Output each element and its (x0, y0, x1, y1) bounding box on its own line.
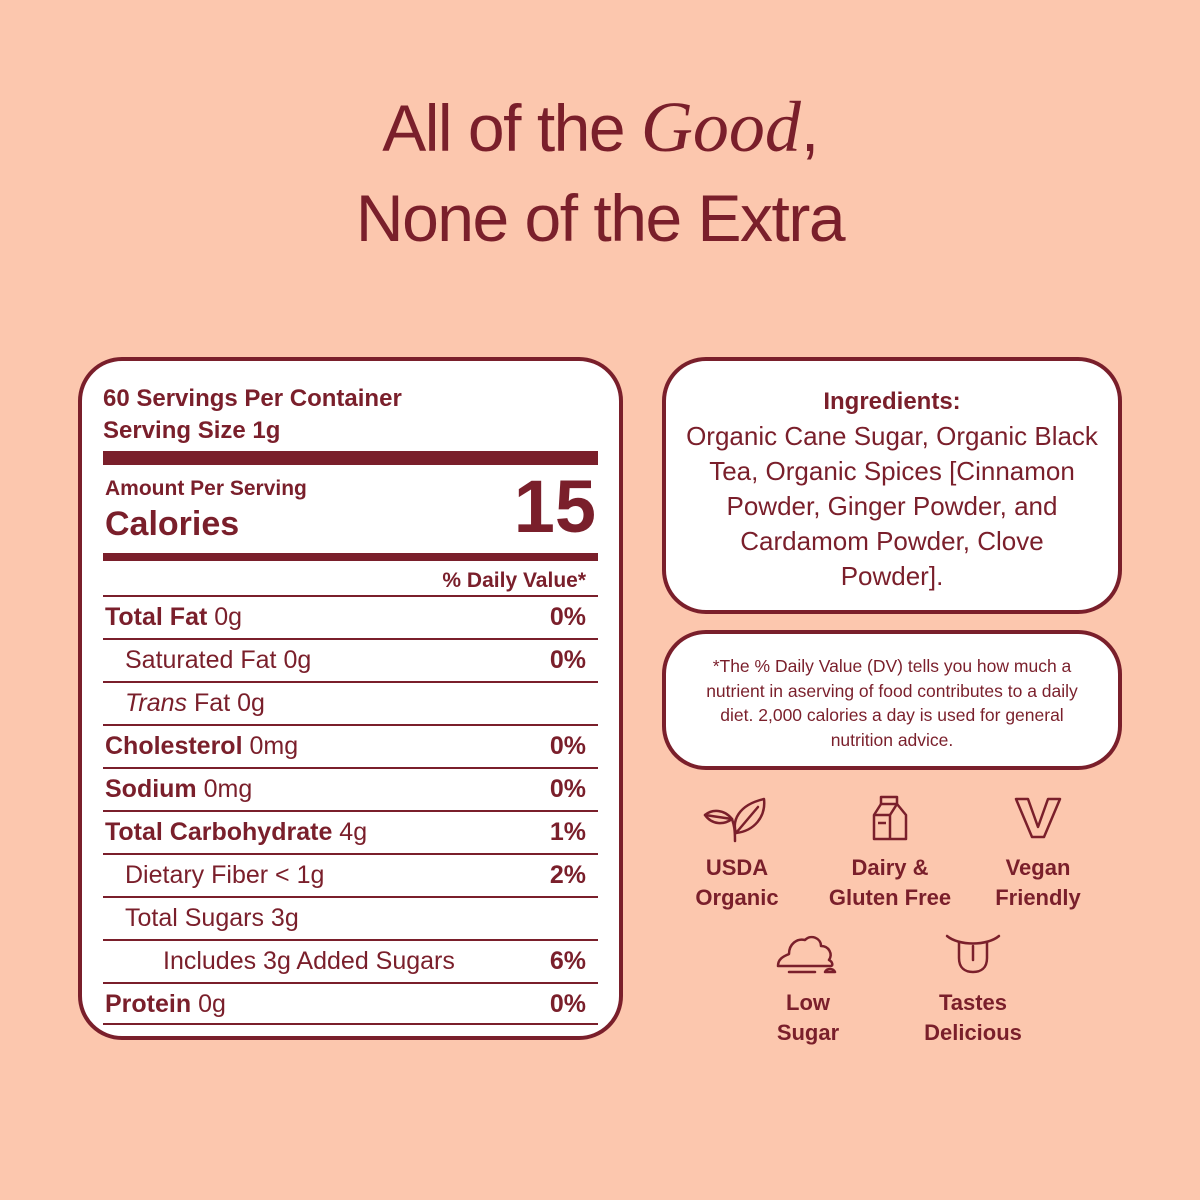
badge-line-2: Organic (695, 885, 779, 910)
badge-tastes-delicious: Tastes Delicious (893, 930, 1053, 1048)
nutrient-row-sodium: Sodium 0mg 0% (103, 767, 598, 810)
vegan-v-icon (1014, 797, 1062, 839)
calories-value: 15 (513, 465, 596, 548)
nutrient-row-total-fat: Total Fat 0g 0% (103, 595, 598, 638)
nutrient-name: Trans (125, 689, 188, 717)
nutrient-percent: 6% (549, 947, 586, 975)
badge-low-sugar: Low Sugar (728, 930, 888, 1048)
nutrition-facts-panel: 60 Servings Per Container Serving Size 1… (78, 357, 623, 1040)
nutrient-row-protein: Protein 0g 0% (103, 982, 598, 1025)
nutrient-name: Protein (105, 990, 192, 1018)
nutrient-name: Dietary Fiber (125, 861, 269, 889)
badge-line-1: USDA (705, 855, 769, 880)
badge-usda-organic: USDA Organic (657, 795, 817, 913)
nutrient-row-trans-fat: Trans Fat 0g (103, 681, 598, 724)
nutrient-name: Total Sugars (125, 904, 264, 932)
badge-line-1: Dairy & (851, 855, 929, 880)
badge-line-1: Low (786, 990, 830, 1015)
ingredients-text: Organic Cane Sugar, Organic Black Tea, O… (686, 421, 1098, 591)
badge-vegan-friendly: Vegan Friendly (958, 795, 1118, 913)
calories-label: Calories (105, 505, 240, 543)
nutrient-percent: 2% (549, 861, 586, 889)
nutrient-row-cholesterol: Cholesterol 0mg 0% (103, 724, 598, 767)
nutrient-percent: 0% (549, 646, 586, 674)
badge-line-2: Delicious (924, 1020, 1022, 1045)
amount-per-serving-label: Amount Per Serving (105, 477, 307, 500)
milk-carton-icon (872, 795, 908, 841)
thick-divider (103, 451, 598, 465)
badge-line-1: Tastes (938, 990, 1008, 1015)
serving-size: Serving Size 1g (103, 417, 281, 444)
nutrient-row-added-sugars: Includes 3g Added Sugars 6% (103, 939, 598, 982)
nutrient-percent: 0% (549, 775, 586, 803)
headline-line-1: All of the Good, (0, 82, 1200, 173)
nutrient-name: Saturated Fat (125, 646, 277, 674)
nutrient-amount: 3g (270, 904, 299, 932)
nutrient-row-total-carbohydrate: Total Carbohydrate 4g 1% (103, 810, 598, 853)
badge-line-1: Vegan (1005, 855, 1071, 880)
headline-prefix: All of the (382, 91, 641, 165)
nutrient-percent: 0% (549, 990, 586, 1018)
nutrient-amount: Fat 0g (194, 689, 265, 717)
nutrient-name: Total Carbohydrate (105, 818, 333, 846)
nutrient-amount: 4g (339, 818, 368, 846)
daily-value-header: % Daily Value* (442, 569, 586, 592)
nutrient-name: Cholesterol (105, 732, 243, 760)
badge-line-2: Friendly (995, 885, 1081, 910)
calories-row: Amount Per Serving Calories 15 (103, 467, 598, 551)
badge-line-2: Sugar (776, 1020, 840, 1045)
nutrient-row-dietary-fiber: Dietary Fiber < 1g 2% (103, 853, 598, 896)
nutrient-amount: < 1g (275, 861, 325, 889)
headline: All of the Good, None of the Extra (0, 82, 1200, 263)
nutrient-row-saturated-fat: Saturated Fat 0g 0% (103, 638, 598, 681)
badge-dairy-gluten-free: Dairy & Gluten Free (810, 795, 970, 913)
leaf-icon (703, 797, 766, 843)
tongue-icon (945, 934, 1001, 974)
nutrient-amount: 0g (198, 990, 226, 1018)
badge-line-2: Gluten Free (828, 885, 952, 910)
headline-emphasis: Good (640, 87, 801, 167)
nutrient-name: Includes 3g Added Sugars (163, 947, 455, 975)
nutrient-row-total-sugars: Total Sugars 3g (103, 896, 598, 939)
nutrient-percent: 0% (549, 603, 586, 631)
nutrient-amount: 0mg (203, 775, 253, 803)
headline-line-2: None of the Extra (355, 181, 846, 255)
daily-value-note: *The % Daily Value (DV) tells you how mu… (662, 630, 1122, 770)
nutrient-amount: 0g (283, 646, 312, 674)
medium-divider (103, 553, 598, 561)
nutrient-percent: 0% (549, 732, 586, 760)
nutrient-percent: 1% (549, 818, 586, 846)
nutrient-name: Total Fat (105, 603, 208, 631)
sugar-pile-icon (776, 935, 837, 974)
headline-comma: , (800, 91, 819, 165)
nutrient-amount: 0g (214, 603, 243, 631)
servings-per-container: 60 Servings Per Container (103, 385, 402, 412)
nutrient-amount: 0mg (249, 732, 299, 760)
nutrient-name: Sodium (105, 775, 197, 803)
ingredients-panel: Ingredients: Organic Cane Sugar, Organic… (662, 357, 1122, 614)
ingredients-title: Ingredients: (823, 388, 961, 415)
